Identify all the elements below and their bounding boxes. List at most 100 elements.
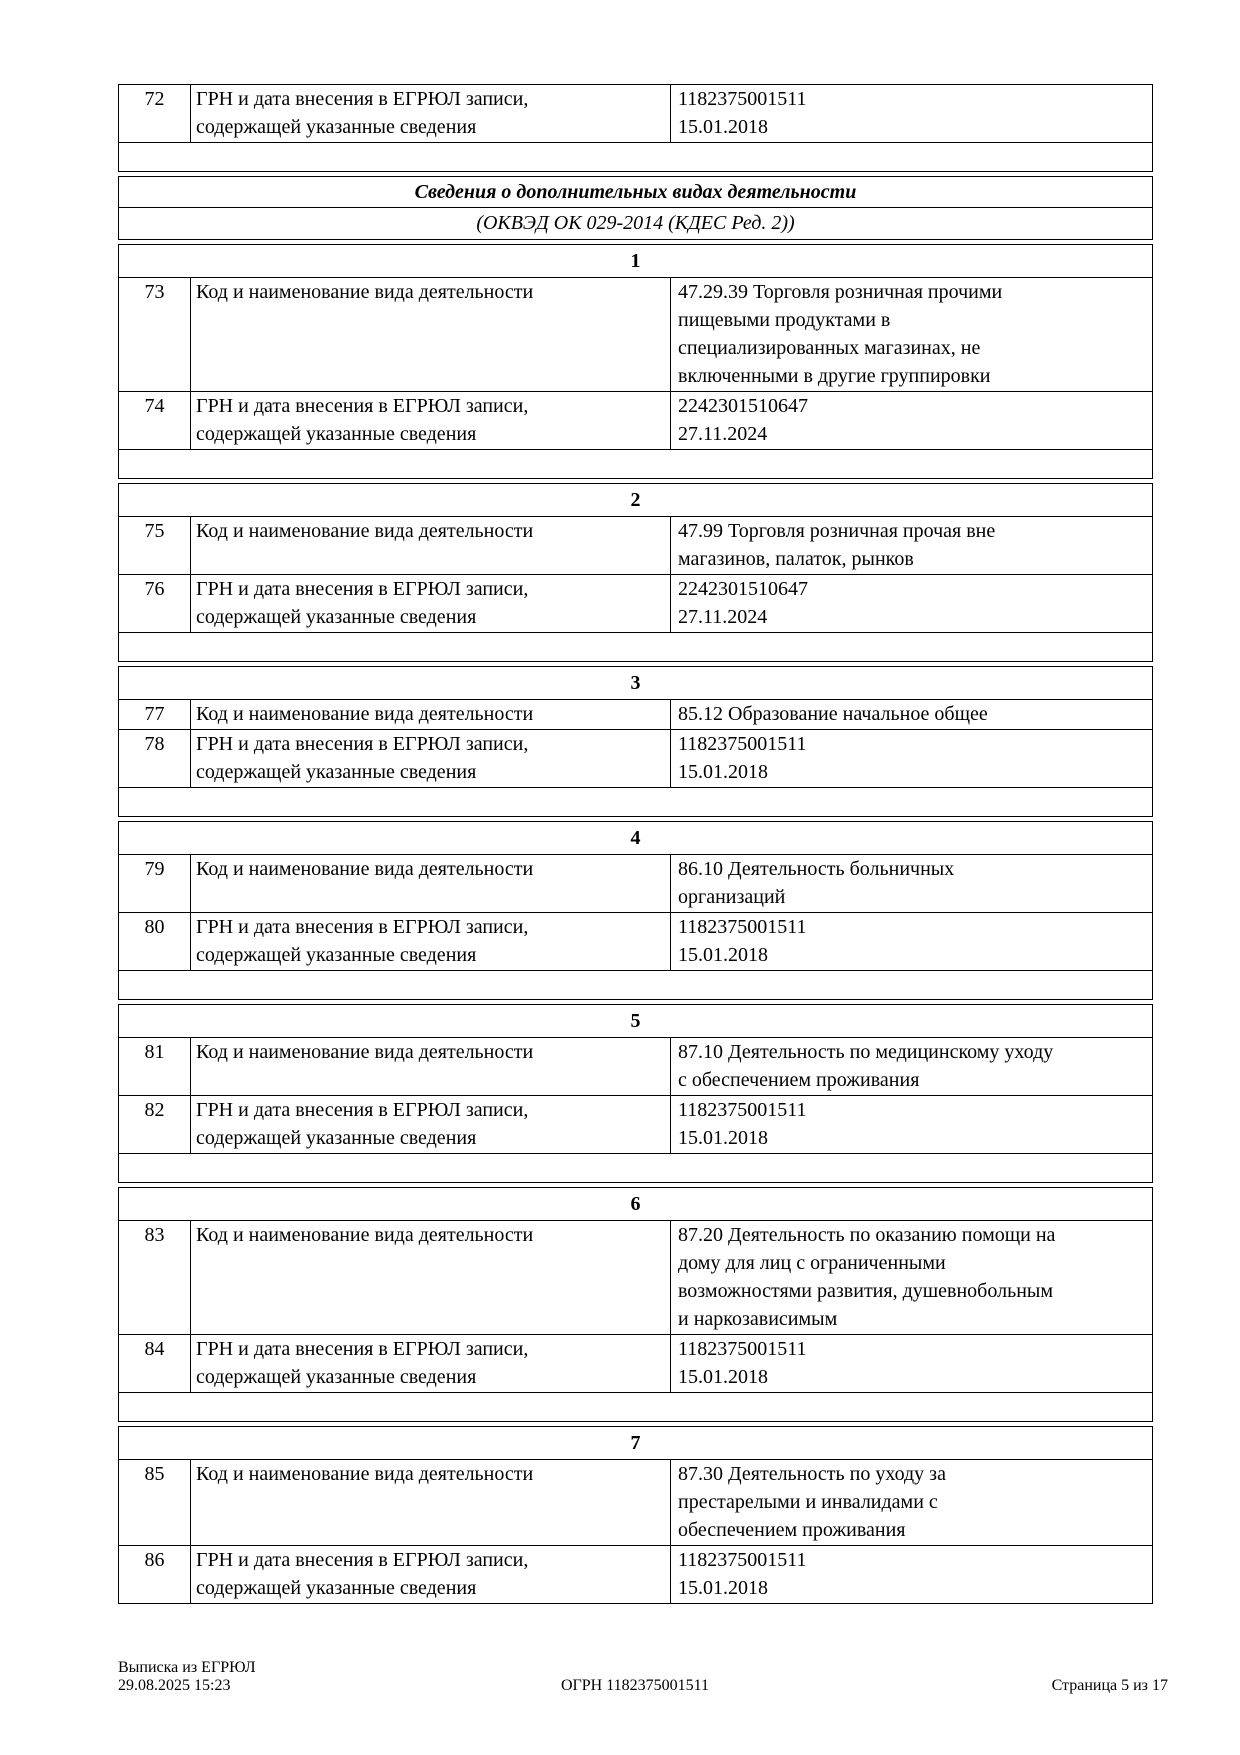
activity-block-5: 5 81 Код и наименование вида деятельност… [117,1004,1154,1183]
field-label: Код и наименование вида деятельности [190,1220,671,1335]
field-value: 1182375001511 15.01.2018 [669,912,1154,971]
spacer-cell [117,1153,1154,1183]
table-row: 74 ГРН и дата внесения в ЕГРЮЛ записи, с… [118,391,1154,450]
field-value: 2242301510647 27.11.2024 [669,574,1154,633]
field-value: 1182375001511 15.01.2018 [669,729,1154,788]
spacer-row [117,1392,1154,1422]
spacer-row [118,142,1153,172]
activity-block-7: 7 85 Код и наименование вида деятельност… [117,1426,1154,1604]
field-value: 87.20 Деятельность по оказанию помощи на… [669,1220,1154,1335]
section-title-row: Сведения о дополнительных видах деятельн… [117,176,1154,208]
block-index-row: 6 [117,1187,1154,1221]
table-row: 75 Код и наименование вида деятельности … [118,516,1154,575]
field-value: 47.99 Торговля розничная прочая вне мага… [669,516,1154,575]
spacer-row [117,970,1154,1000]
field-label: Код и наименование вида деятельности [190,277,671,392]
row-number: 83 [118,1220,191,1335]
row-number: 74 [118,391,191,450]
table-row: 79 Код и наименование вида деятельности … [118,854,1154,913]
footer-datetime: 29.08.2025 15:23 [118,1677,231,1694]
field-label: ГРН и дата внесения в ЕГРЮЛ записи, соде… [190,1334,671,1393]
table-row: 72 ГРН и дата внесения в ЕГРЮЛ записи, с… [118,84,1153,143]
field-label: ГРН и дата внесения в ЕГРЮЛ записи, соде… [190,1545,671,1604]
continuation-table: 72 ГРН и дата внесения в ЕГРЮЛ записи, с… [118,84,1153,172]
field-label: Код и наименование вида деятельности [190,854,671,913]
field-label: Код и наименование вида деятельности [190,1459,671,1546]
table-row: 83 Код и наименование вида деятельности … [118,1220,1154,1335]
row-number: 82 [118,1095,191,1154]
field-label: ГРН и дата внесения в ЕГРЮЛ записи, соде… [190,391,671,450]
section-subtitle: (ОКВЭД ОК 029-2014 (КДЕС Ред. 2)) [117,207,1154,240]
field-label: ГРН и дата внесения в ЕГРЮЛ записи, соде… [190,574,671,633]
block-index-row: 2 [117,483,1154,517]
field-value: 1182375001511 15.01.2018 [669,1095,1154,1154]
activity-block-2: 2 75 Код и наименование вида деятельност… [117,483,1154,662]
field-value: 1182375001511 15.01.2018 [670,84,1153,143]
table-row: 84 ГРН и дата внесения в ЕГРЮЛ записи, с… [118,1334,1154,1393]
footer-ogrn: ОГРН 1182375001511 [560,1677,710,1694]
field-label: ГРН и дата внесения в ЕГРЮЛ записи, соде… [190,912,671,971]
row-number: 77 [118,699,191,730]
activity-block-6: 6 83 Код и наименование вида деятельност… [117,1187,1154,1422]
spacer-row [117,1153,1154,1183]
field-label: ГРН и дата внесения в ЕГРЮЛ записи, соде… [190,1095,671,1154]
section-title: Сведения о дополнительных видах деятельн… [117,176,1154,208]
table-row: 86 ГРН и дата внесения в ЕГРЮЛ записи, с… [118,1545,1154,1604]
block-index: 1 [117,244,1154,278]
spacer-row [117,449,1154,479]
row-number: 86 [118,1545,191,1604]
spacer-cell [117,1392,1154,1422]
block-index: 4 [117,821,1154,855]
row-number: 85 [118,1459,191,1546]
row-number: 76 [118,574,191,633]
table-row: 80 ГРН и дата внесения в ЕГРЮЛ записи, с… [118,912,1154,971]
footer-doc-title: Выписка из ЕГРЮЛ [118,1659,256,1676]
activity-block-1: 1 73 Код и наименование вида деятельност… [117,244,1154,479]
spacer-cell [117,449,1154,479]
block-index-row: 7 [117,1426,1154,1460]
field-value: 86.10 Деятельность больничных организаци… [669,854,1154,913]
table-row: 78 ГРН и дата внесения в ЕГРЮЛ записи, с… [118,729,1154,788]
footer-page-number: Страница 5 из 17 [1051,1677,1168,1694]
block-index: 5 [117,1004,1154,1038]
field-label: Код и наименование вида деятельности [190,1037,671,1096]
field-value: 1182375001511 15.01.2018 [669,1545,1154,1604]
table-row: 81 Код и наименование вида деятельности … [118,1037,1154,1096]
field-value: 2242301510647 27.11.2024 [669,391,1154,450]
row-number: 72 [118,84,191,143]
activity-block-3: 3 77 Код и наименование вида деятельност… [117,666,1154,817]
block-index: 3 [117,666,1154,700]
row-number: 80 [118,912,191,971]
table-row: 77 Код и наименование вида деятельности … [118,699,1154,730]
field-label: Код и наименование вида деятельности [190,516,671,575]
section-subtitle-row: (ОКВЭД ОК 029-2014 (КДЕС Ред. 2)) [117,207,1154,240]
field-value: 87.30 Деятельность по уходу за престарел… [669,1459,1154,1546]
spacer-cell [117,632,1154,662]
spacer-row [117,787,1154,817]
activity-block-4: 4 79 Код и наименование вида деятельност… [117,821,1154,1000]
block-index-row: 1 [117,244,1154,278]
row-number: 73 [118,277,191,392]
row-number: 81 [118,1037,191,1096]
block-index: 2 [117,483,1154,517]
footer-left: Выписка из ЕГРЮЛ 29.08.2025 15:23 [118,1659,256,1695]
registry-extract-body: 72 ГРН и дата внесения в ЕГРЮЛ записи, с… [117,84,1154,1608]
field-label: ГРН и дата внесения в ЕГРЮЛ записи, соде… [190,84,671,143]
field-value: 1182375001511 15.01.2018 [669,1334,1154,1393]
spacer-cell [118,142,1153,172]
block-index-row: 5 [117,1004,1154,1038]
row-number: 84 [118,1334,191,1393]
field-value: 87.10 Деятельность по медицинскому уходу… [669,1037,1154,1096]
spacer-cell [117,787,1154,817]
row-number: 78 [118,729,191,788]
spacer-row [117,632,1154,662]
table-row: 76 ГРН и дата внесения в ЕГРЮЛ записи, с… [118,574,1154,633]
block-index-row: 3 [117,666,1154,700]
field-value: 47.29.39 Торговля розничная прочими пище… [669,277,1154,392]
block-index: 6 [117,1187,1154,1221]
spacer-cell [117,970,1154,1000]
table-row: 85 Код и наименование вида деятельности … [118,1459,1154,1546]
section-header-table: Сведения о дополнительных видах деятельн… [117,176,1154,240]
block-index: 7 [117,1426,1154,1460]
